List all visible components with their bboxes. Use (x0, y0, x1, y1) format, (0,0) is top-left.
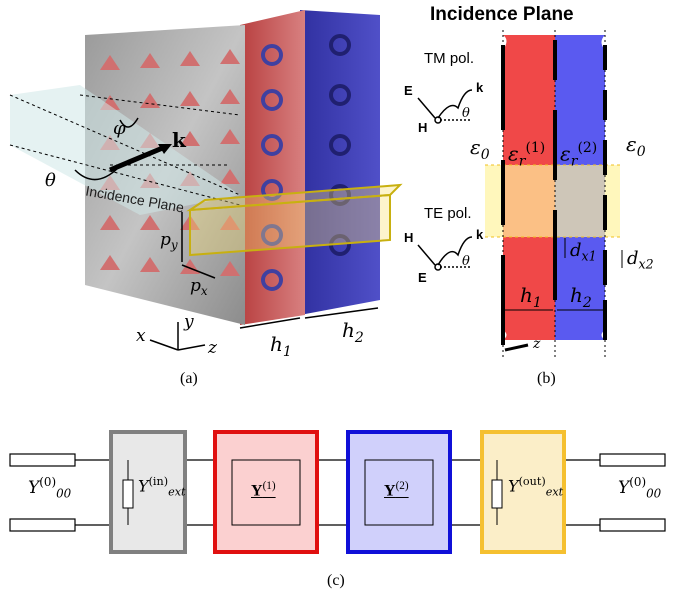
theta-arc (74, 167, 119, 181)
te-pol-label: TE pol. (424, 205, 472, 222)
label-k: k (172, 128, 186, 152)
y2-inner-box (364, 459, 434, 526)
label-py: py (160, 230, 178, 253)
port-right-label: Y(0)00 (618, 475, 662, 501)
axis-y-label: y (184, 312, 194, 332)
label-px: px (190, 276, 208, 299)
axis-z-label: z (208, 338, 217, 358)
y2-label: Y(2) (384, 480, 409, 500)
h1-arrow (239, 317, 301, 329)
layer2-slab (300, 10, 380, 315)
dx2-label: dx2 (627, 248, 654, 272)
label-theta: θ (45, 170, 56, 191)
unit-cell-box (186, 183, 403, 257)
ext-in-box (109, 430, 187, 554)
panel-c: Y(0)00 Y(0)00 Y(in)ext Y(1) Y(2) Y(out)e… (0, 420, 678, 599)
ext-in-label: Y(in)ext (138, 475, 186, 499)
axis-x-label: x (136, 326, 146, 346)
panel-b-title: Incidence Plane (430, 4, 574, 25)
k-arrowhead (158, 144, 172, 154)
eps0-right: ε0 (626, 132, 646, 160)
h1-label: h1 (520, 283, 542, 311)
phi-ref-line (79, 94, 241, 116)
caption-a: (a) (180, 370, 198, 387)
plane-band (485, 165, 620, 237)
axis-triad (149, 322, 206, 351)
k-arrow (109, 144, 166, 173)
phi-arc (119, 117, 139, 128)
tm-h-label: H (418, 120, 428, 135)
te-wave-sketch (417, 236, 473, 271)
tm-k-label: k (476, 80, 484, 95)
ext-out-resistor (491, 479, 503, 509)
ext-in-resistor (122, 479, 134, 509)
incidence-plane (10, 85, 240, 215)
eps-r1: εr(1) (508, 140, 546, 170)
caption-c: (c) (327, 572, 345, 589)
te-k-label: k (476, 227, 484, 242)
y1-label: Y(1) (251, 480, 276, 500)
px-arrow (181, 264, 216, 279)
eps0-left: ε0 (470, 135, 490, 163)
tm-theta-label: θ (462, 106, 470, 121)
label-phi: φ (113, 118, 126, 139)
z-axis-arrow (504, 343, 529, 352)
panel-a: k φ θ Incidence Plane py px h1 h2 x y z … (0, 0, 440, 390)
te-e-label: E (418, 270, 427, 285)
port-left-label: Y(0)00 (28, 475, 72, 501)
panel-a-illustration (9, 10, 403, 351)
ext-out-label: Y(out)ext (508, 475, 564, 499)
h2-arrow (304, 307, 379, 319)
eps-r2: εr(2) (560, 140, 598, 170)
panel-b-cross-section (417, 30, 623, 360)
te-theta-label: θ (462, 254, 470, 269)
y1-inner-box (231, 459, 301, 526)
label-h2: h2 (342, 318, 364, 346)
tm-e-label: E (404, 83, 413, 98)
z-axis-label: z (533, 336, 541, 352)
right-port (599, 453, 666, 532)
plane-edge-bottom (9, 144, 241, 206)
metal-strips (501, 40, 607, 345)
tm-pol-label: TM pol. (424, 50, 475, 67)
circuit-diagram (9, 430, 666, 554)
te-h-label: H (404, 230, 414, 245)
h2-label: h2 (570, 283, 592, 311)
caption-b: (b) (537, 370, 556, 387)
layer1-slab (240, 10, 305, 325)
left-port (9, 453, 76, 532)
panel-b: Incidence Plane TM (400, 0, 678, 390)
label-h1: h1 (270, 332, 292, 360)
dx1-label: dx1 (570, 240, 597, 264)
tm-wave-sketch (417, 89, 473, 124)
